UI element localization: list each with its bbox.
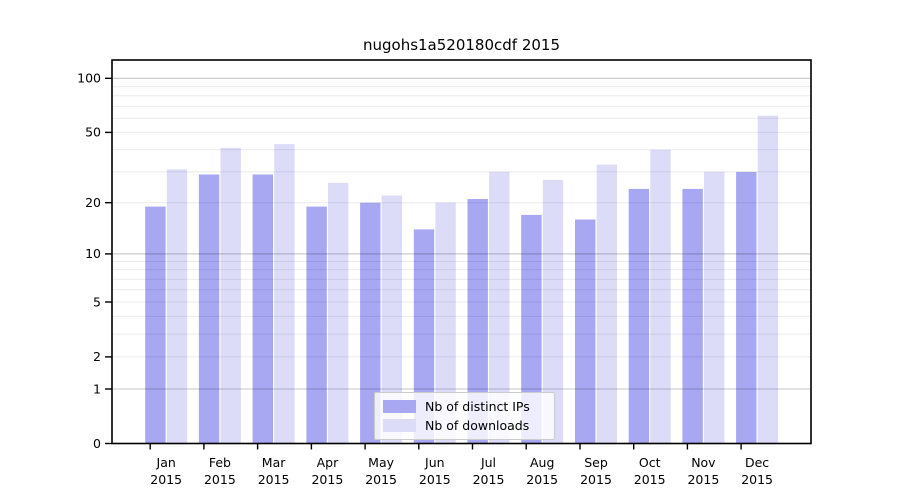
y-tick-label-100: 100 <box>77 71 101 86</box>
y-tick-label-20: 20 <box>85 195 101 210</box>
bar-distinct-ips-aug <box>521 214 542 444</box>
bar-distinct-ips-dec <box>736 171 757 444</box>
x-label-year-aug: 2015 <box>526 472 558 487</box>
legend-swatch-downloads <box>383 419 416 432</box>
y-tick-label-5: 5 <box>93 294 101 309</box>
legend-label-distinct-ips: Nb of distinct IPs <box>425 399 530 414</box>
x-label-month-sep: Sep <box>584 455 608 470</box>
x-label-year-jan: 2015 <box>150 472 182 487</box>
x-label-month-oct: Oct <box>639 455 661 470</box>
bar-downloads-sep <box>596 164 617 444</box>
bar-distinct-ips-may <box>360 202 381 444</box>
bar-downloads-apr <box>328 182 349 444</box>
x-label-year-sep: 2015 <box>580 472 612 487</box>
x-label-year-oct: 2015 <box>634 472 666 487</box>
bar-distinct-ips-nov <box>682 188 703 444</box>
bar-downloads-aug <box>542 179 564 444</box>
bar-downloads-may <box>381 195 403 444</box>
bar-downloads-jan <box>166 169 188 444</box>
y-tick-label-0: 0 <box>93 436 101 451</box>
x-label-month-jan: Jan <box>156 455 176 470</box>
x-label-year-feb: 2015 <box>204 472 236 487</box>
bar-downloads-oct <box>650 149 671 444</box>
x-label-month-may: May <box>368 455 394 470</box>
y-tick-label-2: 2 <box>93 349 101 364</box>
bar-distinct-ips-jan <box>145 206 166 444</box>
y-tick-label-10: 10 <box>85 246 101 261</box>
x-label-month-nov: Nov <box>691 455 716 470</box>
bar-downloads-dec <box>757 115 779 444</box>
bar-distinct-ips-jun <box>413 229 435 444</box>
legend-swatch-distinct-ips <box>383 400 416 413</box>
legend-label-downloads: Nb of downloads <box>425 418 530 433</box>
x-label-month-feb: Feb <box>209 455 231 470</box>
x-label-year-nov: 2015 <box>687 472 719 487</box>
bar-distinct-ips-feb <box>198 174 220 444</box>
legend: Nb of distinct IPs Nb of downloads <box>374 392 555 440</box>
bar-distinct-ips-apr <box>306 206 327 444</box>
bar-downloads-nov <box>704 171 725 444</box>
x-label-month-aug: Aug <box>530 455 554 470</box>
legend-item-distinct-ips: Nb of distinct IPs <box>383 399 546 414</box>
x-label-year-apr: 2015 <box>311 472 343 487</box>
x-label-month-apr: Apr <box>317 455 339 470</box>
bar-downloads-jun <box>435 202 456 444</box>
bar-distinct-ips-sep <box>575 219 596 444</box>
bar-downloads-feb <box>220 147 241 444</box>
y-tick-label-1: 1 <box>93 381 101 396</box>
x-label-year-mar: 2015 <box>258 472 290 487</box>
x-label-year-jun: 2015 <box>419 472 451 487</box>
chart-title: nugohs1a520180cdf 2015 <box>362 36 561 54</box>
plot-frame <box>111 59 812 445</box>
x-label-month-jul: Jul <box>480 455 496 470</box>
bar-downloads-jul <box>489 171 510 444</box>
bar-distinct-ips-jul <box>467 199 488 444</box>
y-tick-label-50: 50 <box>85 125 101 140</box>
x-label-month-jun: Jun <box>424 455 445 470</box>
x-label-year-dec: 2015 <box>741 472 773 487</box>
x-label-year-may: 2015 <box>365 472 397 487</box>
bar-distinct-ips-mar <box>252 174 273 444</box>
x-label-month-dec: Dec <box>745 455 769 470</box>
bar-distinct-ips-oct <box>628 188 650 444</box>
legend-item-downloads: Nb of downloads <box>383 418 546 433</box>
x-label-year-jul: 2015 <box>473 472 505 487</box>
bar-downloads-mar <box>274 144 295 444</box>
x-label-month-mar: Mar <box>262 455 286 470</box>
